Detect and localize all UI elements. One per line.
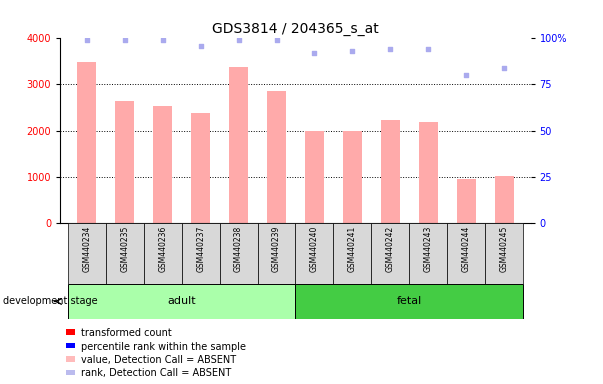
Text: adult: adult bbox=[168, 296, 196, 306]
Bar bbox=[257, 223, 295, 284]
Text: GSM440236: GSM440236 bbox=[158, 226, 167, 272]
Bar bbox=[305, 131, 324, 223]
Point bbox=[158, 37, 168, 43]
Bar bbox=[182, 223, 219, 284]
Bar bbox=[381, 119, 400, 223]
Point bbox=[385, 46, 395, 53]
Bar bbox=[229, 68, 248, 223]
Bar bbox=[409, 223, 447, 284]
Text: GSM440237: GSM440237 bbox=[196, 226, 205, 272]
Bar bbox=[333, 223, 371, 284]
Point bbox=[120, 37, 130, 43]
Text: value, Detection Call = ABSENT: value, Detection Call = ABSENT bbox=[81, 355, 236, 365]
Point bbox=[196, 43, 206, 49]
Text: transformed count: transformed count bbox=[81, 328, 172, 338]
Bar bbox=[68, 284, 295, 319]
Bar bbox=[485, 223, 523, 284]
Text: GSM440245: GSM440245 bbox=[500, 226, 508, 272]
Point bbox=[347, 48, 357, 55]
Bar bbox=[68, 223, 106, 284]
Text: rank, Detection Call = ABSENT: rank, Detection Call = ABSENT bbox=[81, 368, 232, 379]
Text: GSM440243: GSM440243 bbox=[424, 226, 433, 272]
Bar bbox=[447, 223, 485, 284]
Text: development stage: development stage bbox=[3, 296, 98, 306]
Bar bbox=[77, 62, 96, 223]
Title: GDS3814 / 204365_s_at: GDS3814 / 204365_s_at bbox=[212, 22, 379, 36]
Bar bbox=[343, 131, 362, 223]
Bar bbox=[144, 223, 182, 284]
Text: GSM440239: GSM440239 bbox=[272, 226, 281, 272]
Bar bbox=[295, 284, 523, 319]
Bar bbox=[295, 223, 333, 284]
Point bbox=[234, 37, 244, 43]
Bar bbox=[456, 179, 476, 223]
Point bbox=[82, 37, 92, 43]
Text: fetal: fetal bbox=[397, 296, 422, 306]
Text: GSM440235: GSM440235 bbox=[120, 226, 129, 272]
Point bbox=[272, 37, 282, 43]
Bar bbox=[115, 101, 134, 223]
Bar bbox=[494, 176, 514, 223]
Bar bbox=[219, 223, 257, 284]
Point bbox=[423, 46, 433, 53]
Point bbox=[499, 65, 509, 71]
Text: GSM440241: GSM440241 bbox=[348, 226, 357, 272]
Bar bbox=[267, 91, 286, 223]
Text: GSM440244: GSM440244 bbox=[462, 226, 471, 272]
Text: GSM440234: GSM440234 bbox=[83, 226, 91, 272]
Bar bbox=[418, 122, 438, 223]
Bar bbox=[153, 106, 172, 223]
Point bbox=[309, 50, 319, 56]
Bar bbox=[371, 223, 409, 284]
Text: percentile rank within the sample: percentile rank within the sample bbox=[81, 341, 247, 352]
Bar bbox=[191, 113, 210, 223]
Point bbox=[461, 72, 471, 78]
Bar bbox=[106, 223, 144, 284]
Text: GSM440238: GSM440238 bbox=[234, 226, 243, 272]
Text: GSM440240: GSM440240 bbox=[310, 226, 319, 272]
Text: GSM440242: GSM440242 bbox=[386, 226, 395, 272]
